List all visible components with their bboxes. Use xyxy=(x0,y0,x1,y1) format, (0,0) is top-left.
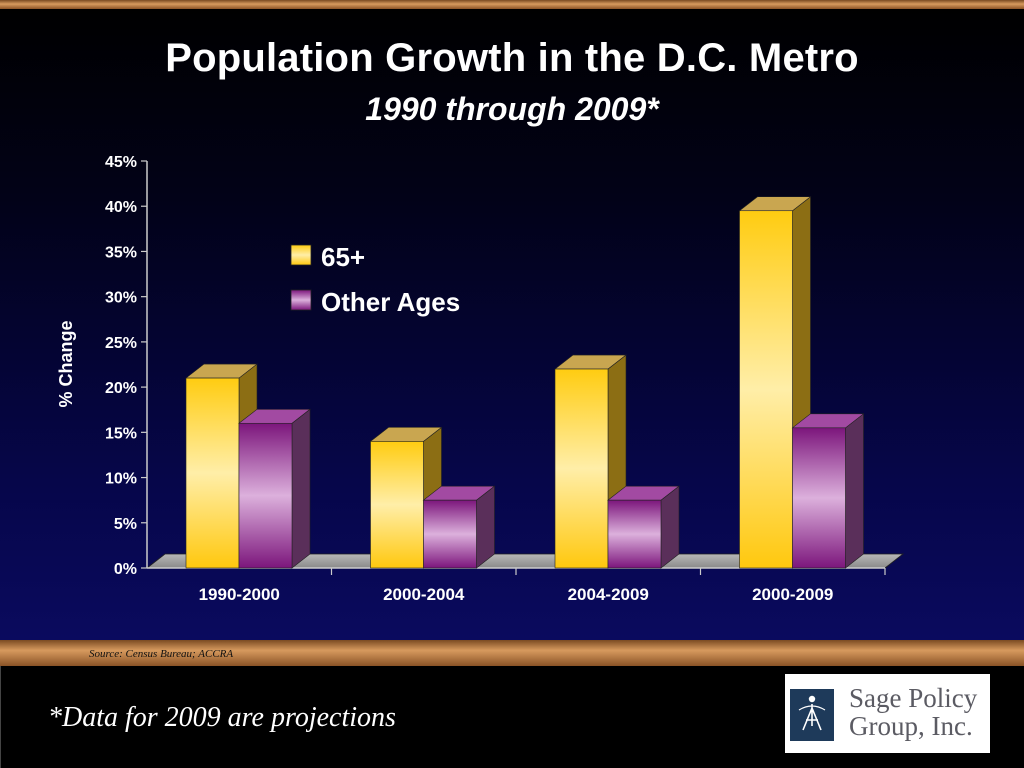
bar-other-ages xyxy=(791,413,865,569)
top-accent-bar xyxy=(0,0,1024,9)
y-tick-label: 35% xyxy=(105,244,137,261)
legend-swatch-65plus xyxy=(290,244,312,266)
sage-figure-icon xyxy=(790,689,834,741)
y-axis-label: % Change xyxy=(56,320,76,407)
y-tick-label: 45% xyxy=(105,154,137,171)
logo-line-1: Sage Policy xyxy=(849,683,978,713)
x-ticks: 1990-2000 2000-2004 2004-2009 2000-2009 xyxy=(199,568,886,604)
y-tick-label: 25% xyxy=(105,335,137,352)
bar-chart: 0% 5% 10% 15% 20% 25% 30% 35% 40% 45% 1990-2000 20… xyxy=(56,154,905,604)
source-note: Source: Census Bureau; ACCRA xyxy=(89,648,234,660)
bar-other-ages xyxy=(607,485,680,569)
y-tick-label: 0% xyxy=(114,561,137,578)
legend-label-65plus: 65+ xyxy=(321,242,365,272)
y-tick-label: 30% xyxy=(105,290,137,307)
bar-65plus xyxy=(369,426,443,569)
y-tick-label: 40% xyxy=(105,199,137,216)
legend-label-other-ages: Other Ages xyxy=(321,287,460,317)
legend: 65+ Other Ages xyxy=(290,242,460,317)
bars xyxy=(185,196,865,569)
y-ticks: 0% 5% 10% 15% 20% 25% 30% 35% 40% 45% xyxy=(105,154,147,578)
footnote: *Data for 2009 are projections xyxy=(48,702,396,733)
chart-subtitle: 1990 through 2009* xyxy=(365,91,659,127)
bar-other-ages xyxy=(422,485,496,569)
y-tick-label: 5% xyxy=(114,516,137,533)
legend-swatch-other-ages xyxy=(290,289,312,311)
chart-title: Population Growth in the D.C. Metro xyxy=(165,36,859,80)
bar-other-ages xyxy=(238,408,311,569)
y-tick-label: 15% xyxy=(105,425,137,442)
x-tick-label: 2000-2009 xyxy=(752,585,833,604)
lower-accent-bar xyxy=(0,640,1024,666)
y-tick-label: 20% xyxy=(105,380,137,397)
logo-text: Sage Policy Group, Inc. xyxy=(849,684,977,740)
x-tick-label: 2004-2009 xyxy=(568,585,649,604)
x-tick-label: 2000-2004 xyxy=(383,585,465,604)
logo-line-2: Group, Inc. xyxy=(849,711,973,741)
y-tick-label: 10% xyxy=(105,471,137,488)
sage-policy-logo: Sage Policy Group, Inc. xyxy=(785,674,990,753)
x-tick-label: 1990-2000 xyxy=(199,585,280,604)
